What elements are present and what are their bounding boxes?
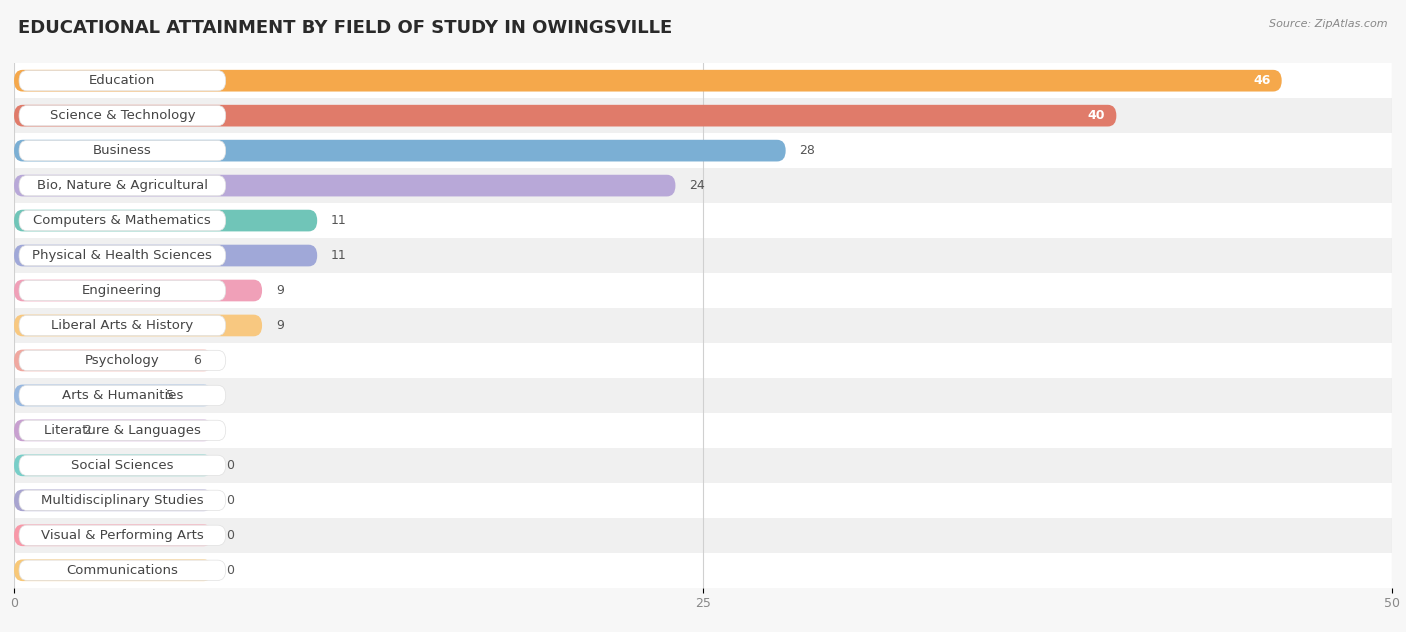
FancyBboxPatch shape: [20, 210, 226, 231]
Text: EDUCATIONAL ATTAINMENT BY FIELD OF STUDY IN OWINGSVILLE: EDUCATIONAL ATTAINMENT BY FIELD OF STUDY…: [18, 19, 672, 37]
FancyBboxPatch shape: [0, 518, 1406, 553]
Text: Computers & Mathematics: Computers & Mathematics: [34, 214, 211, 227]
Text: 9: 9: [276, 284, 284, 297]
FancyBboxPatch shape: [14, 525, 212, 546]
Text: Multidisciplinary Studies: Multidisciplinary Studies: [41, 494, 204, 507]
FancyBboxPatch shape: [0, 98, 1406, 133]
FancyBboxPatch shape: [14, 559, 212, 581]
FancyBboxPatch shape: [20, 455, 226, 475]
FancyBboxPatch shape: [14, 385, 212, 406]
FancyBboxPatch shape: [0, 63, 1406, 98]
FancyBboxPatch shape: [20, 490, 226, 511]
FancyBboxPatch shape: [20, 560, 226, 580]
FancyBboxPatch shape: [20, 525, 226, 545]
FancyBboxPatch shape: [0, 413, 1406, 448]
Text: Literature & Languages: Literature & Languages: [44, 424, 201, 437]
FancyBboxPatch shape: [0, 343, 1406, 378]
Text: 11: 11: [330, 214, 347, 227]
FancyBboxPatch shape: [14, 420, 212, 441]
Text: Visual & Performing Arts: Visual & Performing Arts: [41, 529, 204, 542]
FancyBboxPatch shape: [20, 71, 226, 91]
Text: Science & Technology: Science & Technology: [49, 109, 195, 122]
Text: Business: Business: [93, 144, 152, 157]
FancyBboxPatch shape: [14, 349, 212, 371]
Text: 24: 24: [689, 179, 704, 192]
Text: 5: 5: [166, 389, 173, 402]
FancyBboxPatch shape: [14, 70, 1282, 92]
FancyBboxPatch shape: [14, 210, 318, 231]
FancyBboxPatch shape: [20, 350, 226, 370]
FancyBboxPatch shape: [0, 168, 1406, 203]
FancyBboxPatch shape: [14, 315, 262, 336]
FancyBboxPatch shape: [14, 140, 786, 161]
Text: Social Sciences: Social Sciences: [72, 459, 173, 472]
Text: Arts & Humanities: Arts & Humanities: [62, 389, 183, 402]
Text: 9: 9: [276, 319, 284, 332]
Text: Communications: Communications: [66, 564, 179, 577]
Text: 46: 46: [1253, 74, 1271, 87]
FancyBboxPatch shape: [14, 175, 675, 197]
Text: 0: 0: [226, 529, 235, 542]
Text: 2: 2: [83, 424, 91, 437]
FancyBboxPatch shape: [0, 378, 1406, 413]
FancyBboxPatch shape: [20, 176, 226, 196]
FancyBboxPatch shape: [20, 420, 226, 441]
FancyBboxPatch shape: [14, 280, 262, 301]
Text: 28: 28: [800, 144, 815, 157]
FancyBboxPatch shape: [0, 203, 1406, 238]
Text: 0: 0: [226, 564, 235, 577]
Text: 0: 0: [226, 494, 235, 507]
FancyBboxPatch shape: [20, 386, 226, 406]
Text: Bio, Nature & Agricultural: Bio, Nature & Agricultural: [37, 179, 208, 192]
Text: 40: 40: [1088, 109, 1105, 122]
FancyBboxPatch shape: [14, 105, 1116, 126]
Text: Source: ZipAtlas.com: Source: ZipAtlas.com: [1270, 19, 1388, 29]
FancyBboxPatch shape: [0, 238, 1406, 273]
FancyBboxPatch shape: [20, 140, 226, 161]
Text: 0: 0: [226, 459, 235, 472]
FancyBboxPatch shape: [0, 273, 1406, 308]
FancyBboxPatch shape: [20, 106, 226, 126]
FancyBboxPatch shape: [14, 490, 212, 511]
Text: Engineering: Engineering: [82, 284, 163, 297]
FancyBboxPatch shape: [0, 553, 1406, 588]
Text: Education: Education: [89, 74, 156, 87]
Text: 11: 11: [330, 249, 347, 262]
FancyBboxPatch shape: [0, 308, 1406, 343]
Text: Psychology: Psychology: [84, 354, 160, 367]
FancyBboxPatch shape: [0, 448, 1406, 483]
FancyBboxPatch shape: [20, 281, 226, 301]
FancyBboxPatch shape: [20, 315, 226, 336]
FancyBboxPatch shape: [20, 245, 226, 265]
FancyBboxPatch shape: [14, 245, 318, 266]
Text: Liberal Arts & History: Liberal Arts & History: [51, 319, 194, 332]
FancyBboxPatch shape: [0, 133, 1406, 168]
FancyBboxPatch shape: [0, 483, 1406, 518]
Text: Physical & Health Sciences: Physical & Health Sciences: [32, 249, 212, 262]
FancyBboxPatch shape: [14, 454, 212, 476]
Text: 6: 6: [193, 354, 201, 367]
